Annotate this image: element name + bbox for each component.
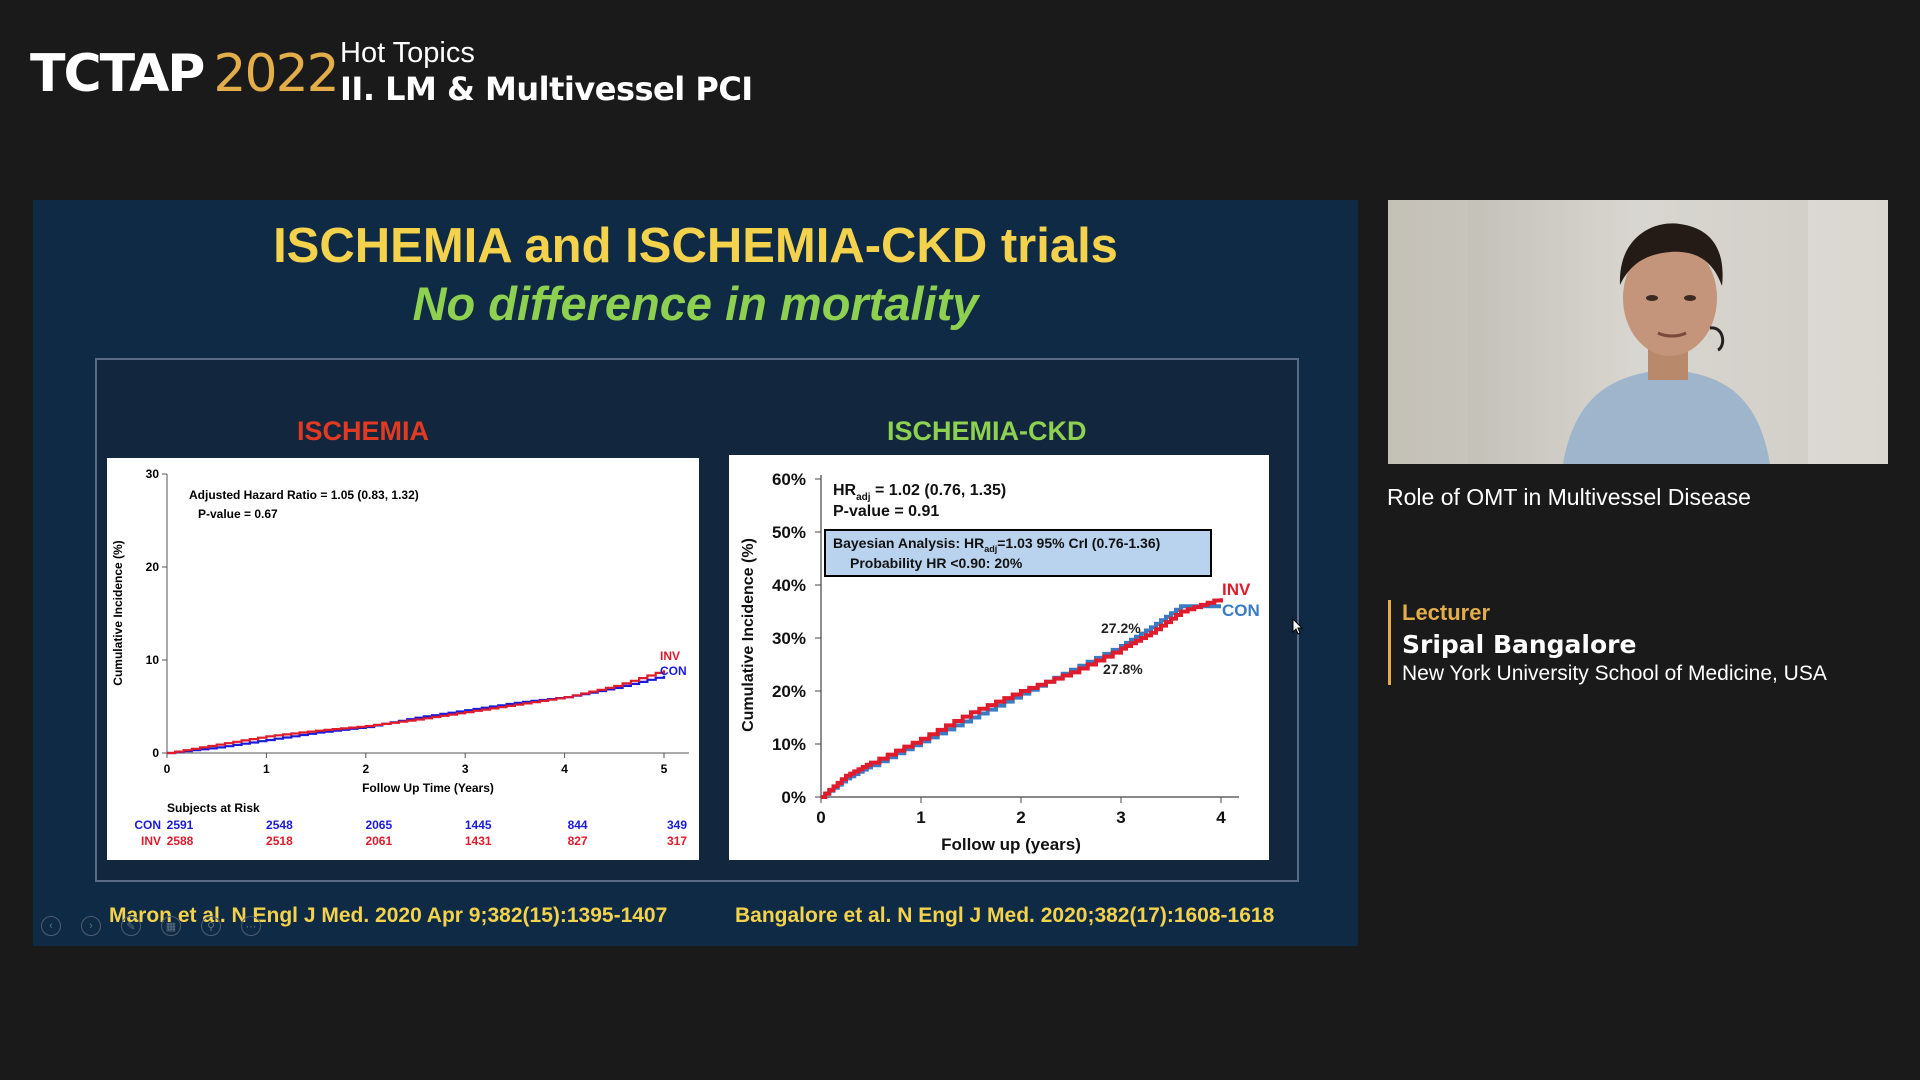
session-header: Hot Topics II. LM & Multivessel PCI [340, 37, 753, 108]
risk-cell: 1445 [465, 818, 492, 832]
y-tick-label: 50% [772, 523, 806, 542]
risk-cell: 2548 [266, 818, 293, 832]
brand-year: 2022 [213, 44, 339, 104]
session-kicker: Hot Topics [340, 37, 475, 69]
series-line-con [821, 604, 1221, 799]
risk-cell: 1431 [465, 834, 492, 848]
x-tick-label: 2 [1016, 808, 1025, 827]
x-tick-label: 3 [462, 762, 469, 776]
presentation-slide: ISCHEMIA and ISCHEMIA-CKD trials No diff… [33, 200, 1358, 946]
y-tick-label: 0% [781, 788, 806, 807]
x-tick-label: 3 [1116, 808, 1125, 827]
x-tick-label: 4 [561, 762, 568, 776]
previous-slide-icon[interactable]: ‹ [41, 916, 61, 936]
y-tick-label: 10% [772, 735, 806, 754]
bayesian-analysis-box [824, 529, 1212, 577]
hr-adjusted-text: HRadj = 1.02 (0.76, 1.35) [833, 482, 1006, 503]
y-tick-label: 60% [772, 470, 806, 489]
risk-cell: 827 [568, 834, 588, 848]
p-value-text: P-value = 0.91 [833, 503, 939, 520]
x-tick-label: 5 [661, 762, 668, 776]
right-panel-title: ISCHEMIA-CKD [887, 416, 1087, 446]
slides-grid-icon[interactable]: ▦ [161, 916, 181, 936]
ischemia-ckd-km-chart: 0% 10% 20% 30% 40% 50% 60% 0 1 2 3 4 Cumulative In… [740, 470, 1260, 854]
x-tick-label: 0 [816, 808, 825, 827]
risk-cell: 2591 [167, 818, 194, 832]
x-tick-label: 1 [916, 808, 925, 827]
legend-con: CON [1222, 601, 1260, 620]
ischemia-ckd-chart-box: 0% 10% 20% 30% 40% 50% 60% 0 1 2 3 4 Cumulative In… [729, 455, 1269, 860]
mouse-cursor-icon [1292, 618, 1304, 635]
lecturer-name: Sripal Bangalore [1402, 630, 1637, 660]
legend-con: CON [660, 664, 687, 678]
slide-toolbar: ‹ › ✎ ▦ ⚲ ⋯ [41, 916, 261, 936]
y-tick-label: 20 [146, 560, 160, 574]
bayesian-line-2: Probability HR <0.90: 20% [850, 555, 1023, 571]
risk-table-title: Subjects at Risk [167, 801, 260, 815]
slide-title: ISCHEMIA and ISCHEMIA-CKD trials [273, 219, 1118, 273]
session-title: II. LM & Multivessel PCI [340, 69, 753, 108]
risk-cell: 2588 [167, 834, 194, 848]
x-tick-label: 0 [164, 762, 171, 776]
risk-cell: 2065 [365, 818, 392, 832]
legend-inv: INV [660, 649, 680, 663]
risk-row-label: CON [134, 818, 161, 832]
con-percent-label: 27.8% [1103, 661, 1143, 677]
speaker-photo [1388, 200, 1888, 464]
risk-cell: 349 [667, 818, 687, 832]
citation-right: Bangalore et al. N Engl J Med. 2020;382(… [735, 904, 1275, 927]
y-axis-label: Cumulative Incidence (%) [111, 540, 125, 685]
p-value-text: P-value = 0.67 [198, 507, 278, 521]
y-tick-label: 30% [772, 629, 806, 648]
hazard-ratio-text: Adjusted Hazard Ratio = 1.05 (0.83, 1.32… [189, 488, 419, 502]
more-options-icon[interactable]: ⋯ [241, 916, 261, 936]
series-line-inv [821, 598, 1223, 799]
x-axis-label: Follow Up Time (Years) [362, 781, 494, 795]
inv-percent-label: 27.2% [1101, 620, 1141, 636]
y-tick-label: 0 [152, 746, 159, 760]
risk-cell: 2518 [266, 834, 293, 848]
risk-cell: 2061 [365, 834, 392, 848]
risk-cell: 844 [568, 818, 588, 832]
lecturer-institution: New York University School of Medicine, … [1402, 662, 1827, 686]
y-tick-label: 30 [146, 467, 160, 481]
video-caption: Role of OMT in Multivessel Disease [1387, 484, 1751, 510]
y-axis-label: Cumulative Incidence (%) [740, 538, 757, 732]
x-tick-label: 4 [1216, 808, 1226, 827]
x-tick-label: 2 [362, 762, 369, 776]
speaker-video [1388, 200, 1888, 464]
event-logo: TCTAP 2022 [30, 44, 340, 104]
brand-name: TCTAP [30, 44, 205, 104]
pen-icon[interactable]: ✎ [121, 916, 141, 936]
zoom-icon[interactable]: ⚲ [201, 916, 221, 936]
bayesian-line-1: Bayesian Analysis: HRadj=1.03 95% CrI (0… [833, 535, 1160, 554]
legend-inv: INV [1222, 580, 1251, 599]
risk-cell: 317 [667, 834, 687, 848]
lecturer-info: Lecturer Sripal Bangalore New York Unive… [1388, 600, 1872, 686]
next-slide-icon[interactable]: › [81, 916, 101, 936]
x-axis-label: Follow up (years) [941, 835, 1081, 854]
left-panel-title: ISCHEMIA [297, 416, 430, 446]
x-tick-label: 1 [263, 762, 270, 776]
y-tick-label: 20% [772, 682, 806, 701]
slide-subtitle: No difference in mortality [412, 277, 979, 330]
y-tick-label: 40% [772, 576, 806, 595]
risk-row-label: INV [141, 834, 161, 848]
series-line-inv [167, 670, 666, 755]
lecturer-label: Lecturer [1402, 600, 1491, 625]
y-tick-label: 10 [146, 653, 160, 667]
